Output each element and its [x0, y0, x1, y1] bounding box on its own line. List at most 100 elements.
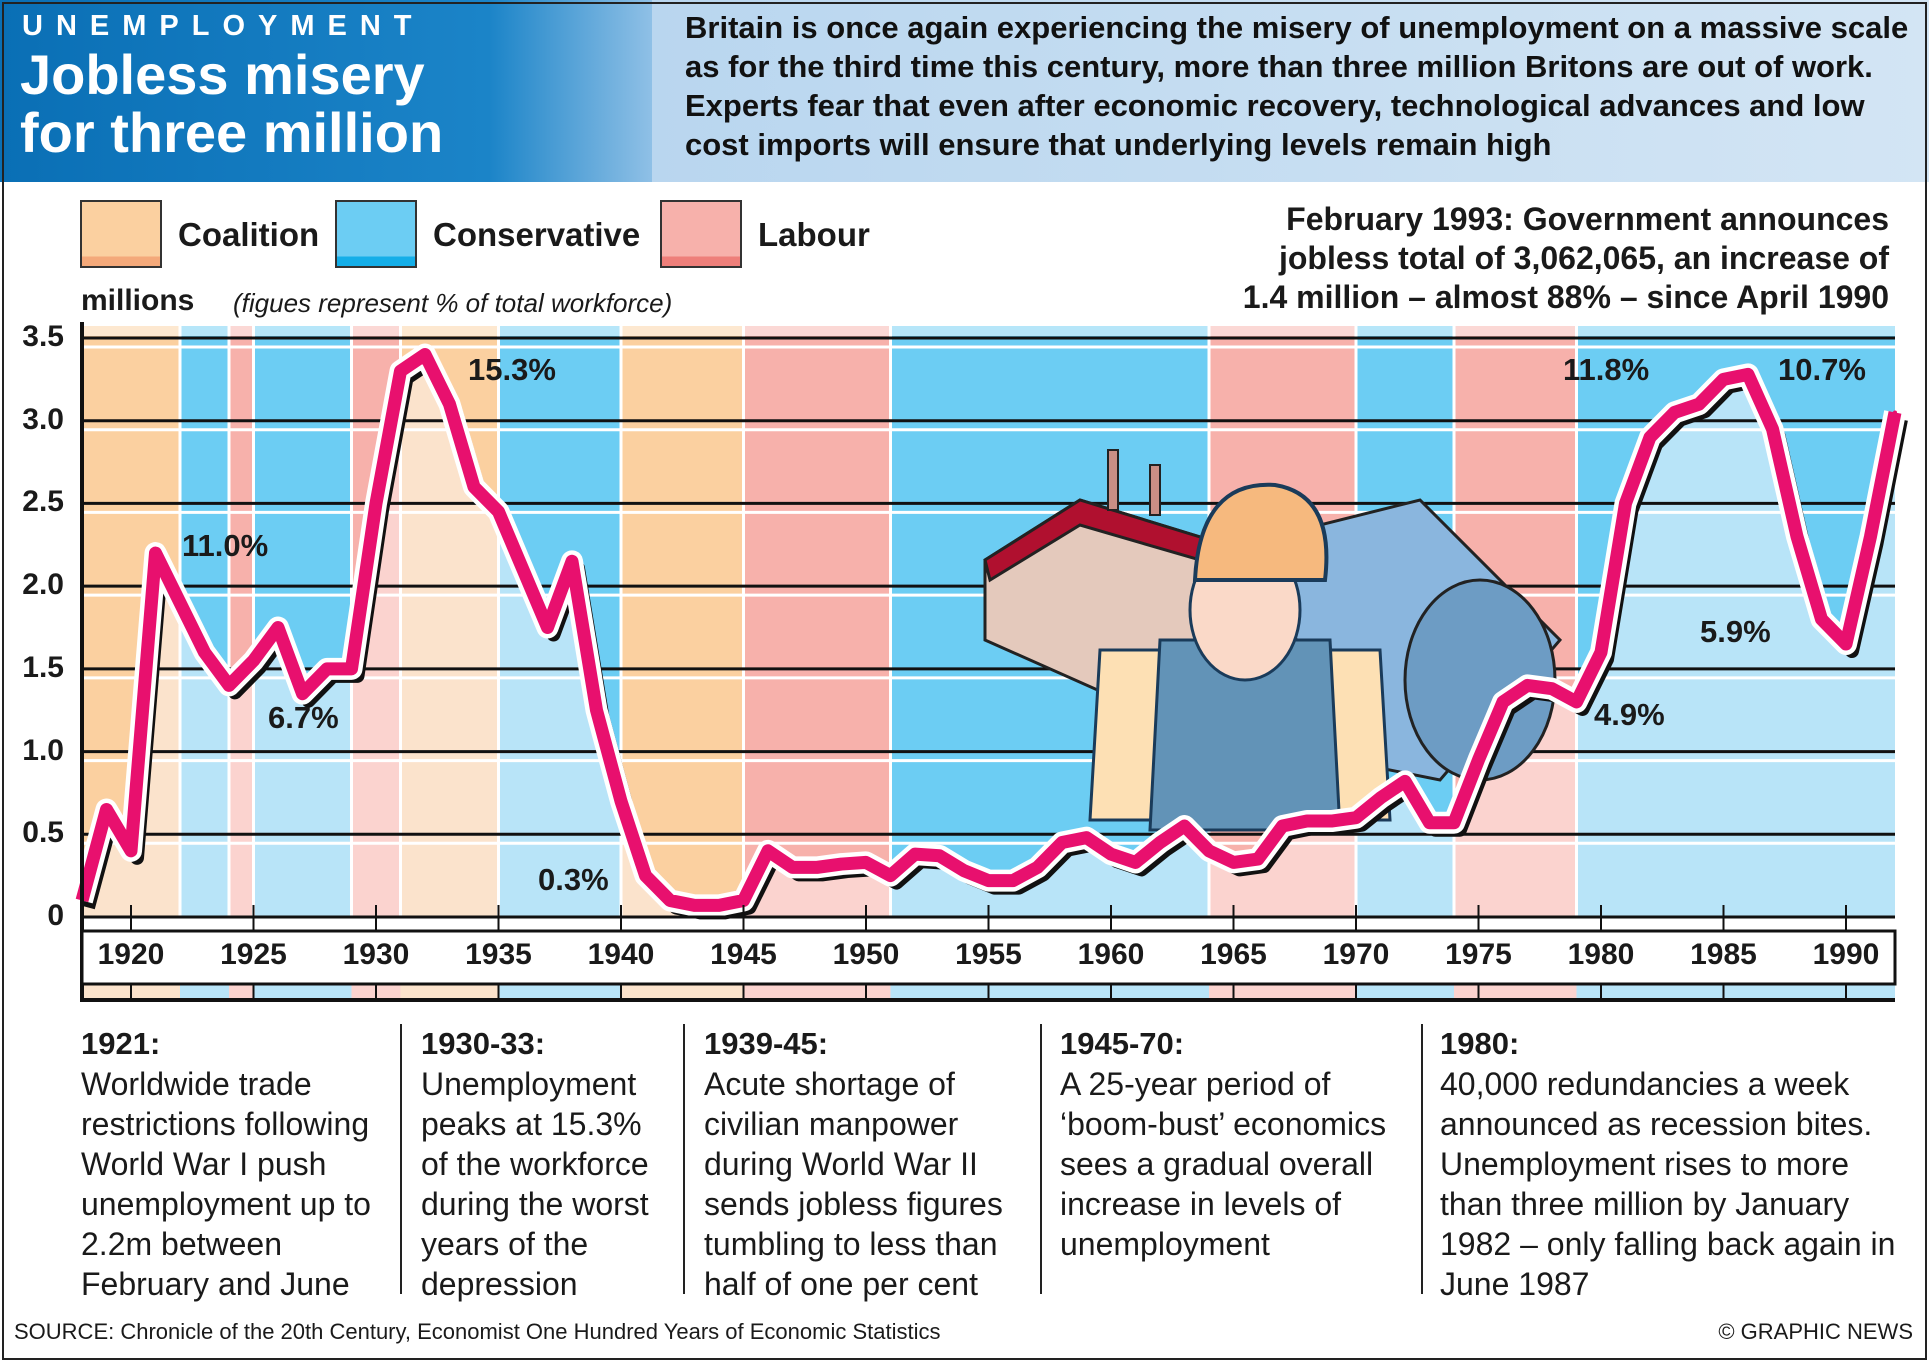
data-point	[1035, 865, 1040, 870]
data-point	[1133, 860, 1138, 865]
data-point	[1795, 534, 1799, 539]
data-point	[1770, 426, 1775, 431]
data-point	[1207, 848, 1211, 853]
x-tick-label: 1935	[465, 938, 532, 971]
data-point	[1721, 377, 1726, 382]
divider	[1421, 1024, 1423, 1294]
data-point	[1354, 815, 1358, 820]
legend-label: Labour	[758, 216, 870, 253]
annotation: 6.7%	[268, 700, 339, 735]
strip-conservative	[253, 984, 352, 999]
data-point	[766, 848, 770, 853]
callout-line: 1.4 million – almost 88% – since April 1…	[1242, 279, 1889, 315]
data-point	[227, 683, 231, 688]
data-point	[1672, 410, 1677, 415]
x-tick-label: 1970	[1322, 938, 1390, 971]
divider	[683, 1024, 685, 1294]
data-point	[251, 658, 256, 663]
data-point	[153, 551, 158, 556]
data-point	[962, 868, 966, 873]
chimney	[1107, 449, 1119, 511]
y-tick-label: 1.0	[22, 733, 64, 767]
annotation: 4.9%	[1594, 697, 1665, 732]
y-tick-label: 0	[47, 899, 64, 932]
hard-hat-icon	[1192, 482, 1329, 582]
x-tick-label: 1950	[832, 938, 900, 971]
data-point	[643, 873, 648, 878]
strip-labour	[1209, 984, 1356, 999]
x-tick-label: 1940	[587, 938, 655, 971]
y-axis-label: millions	[81, 284, 195, 317]
data-point	[1158, 840, 1162, 845]
data-point	[790, 865, 795, 870]
data-point	[521, 567, 525, 572]
note-text: Acute shortage of civilian manpower duri…	[704, 1066, 1003, 1302]
x-tick-label: 1990	[1812, 938, 1880, 971]
band-coalition	[621, 326, 744, 917]
legend-swatch-coalition	[80, 200, 162, 268]
kicker: UNEMPLOYMENT	[22, 10, 425, 42]
note-text: 40,000 redundancies a week announced as …	[1440, 1066, 1896, 1302]
x-tick-label: 1980	[1567, 938, 1635, 971]
strip-conservative	[1576, 984, 1895, 999]
data-point	[570, 559, 574, 564]
data-point	[300, 691, 305, 696]
strip-conservative	[180, 984, 229, 999]
strip-labour	[229, 984, 254, 999]
data-point	[1844, 642, 1848, 647]
header-title-panel	[0, 0, 652, 182]
x-tick-label: 1975	[1445, 938, 1512, 971]
credit-text: © GRAPHIC NEWS	[1718, 1319, 1913, 1344]
divider	[1040, 1024, 1042, 1294]
data-point	[594, 708, 599, 713]
legend-swatch-conservative	[335, 200, 417, 268]
header-intro-panel	[652, 0, 1929, 182]
data-point	[1501, 699, 1505, 704]
callout-line: February 1993: Government announces	[1286, 201, 1889, 237]
note-1930-33: 1930-33: Unemployment peaks at 15.3% of t…	[421, 1024, 676, 1304]
data-point	[1231, 860, 1236, 865]
data-point	[1378, 795, 1383, 800]
legend-swatch-labour	[660, 200, 742, 268]
legend-label: Coalition	[178, 216, 320, 253]
note-heading: 1980:	[1440, 1026, 1520, 1061]
page-title: Jobless misery for three million	[20, 46, 443, 162]
x-tick-label: 1985	[1690, 938, 1757, 971]
chimney	[1149, 464, 1161, 516]
note-1921: 1921: Worldwide trade restrictions follow…	[81, 1024, 391, 1304]
note-text: Unemployment peaks at 15.3% of the workf…	[421, 1066, 649, 1302]
x-tick-label: 1960	[1077, 938, 1145, 971]
x-tick-label: 1965	[1200, 938, 1267, 971]
data-point	[545, 625, 550, 630]
data-point	[741, 898, 746, 903]
data-point	[1452, 820, 1456, 825]
data-point	[668, 898, 672, 903]
data-point	[888, 873, 893, 878]
data-point	[815, 865, 819, 870]
data-point	[1305, 819, 1309, 824]
data-point	[1525, 683, 1530, 688]
data-point	[1476, 757, 1481, 762]
data-point	[1427, 820, 1432, 825]
callout-line: jobless total of 3,062,065, an increase …	[1278, 240, 1889, 276]
divider	[400, 1024, 402, 1294]
data-point	[1280, 824, 1285, 829]
y-tick-label: 1.5	[22, 650, 64, 684]
data-point	[1403, 779, 1407, 784]
data-point	[1746, 372, 1750, 377]
note-heading: 1945-70:	[1060, 1026, 1185, 1061]
data-point	[1550, 686, 1554, 691]
data-point	[839, 862, 844, 867]
y-axis-note: (figues represent % of total workforce)	[233, 288, 673, 318]
strip-conservative	[1356, 984, 1454, 999]
note-heading: 1939-45:	[704, 1026, 829, 1061]
legend-label: Conservative	[433, 216, 641, 253]
strip-labour	[1454, 984, 1577, 999]
data-point	[1697, 402, 1701, 407]
strip-labour	[743, 984, 891, 999]
data-point	[913, 852, 917, 857]
data-point	[717, 903, 721, 908]
source-text: SOURCE: Chronicle of the 20th Century, E…	[14, 1319, 941, 1344]
data-point	[104, 807, 109, 812]
